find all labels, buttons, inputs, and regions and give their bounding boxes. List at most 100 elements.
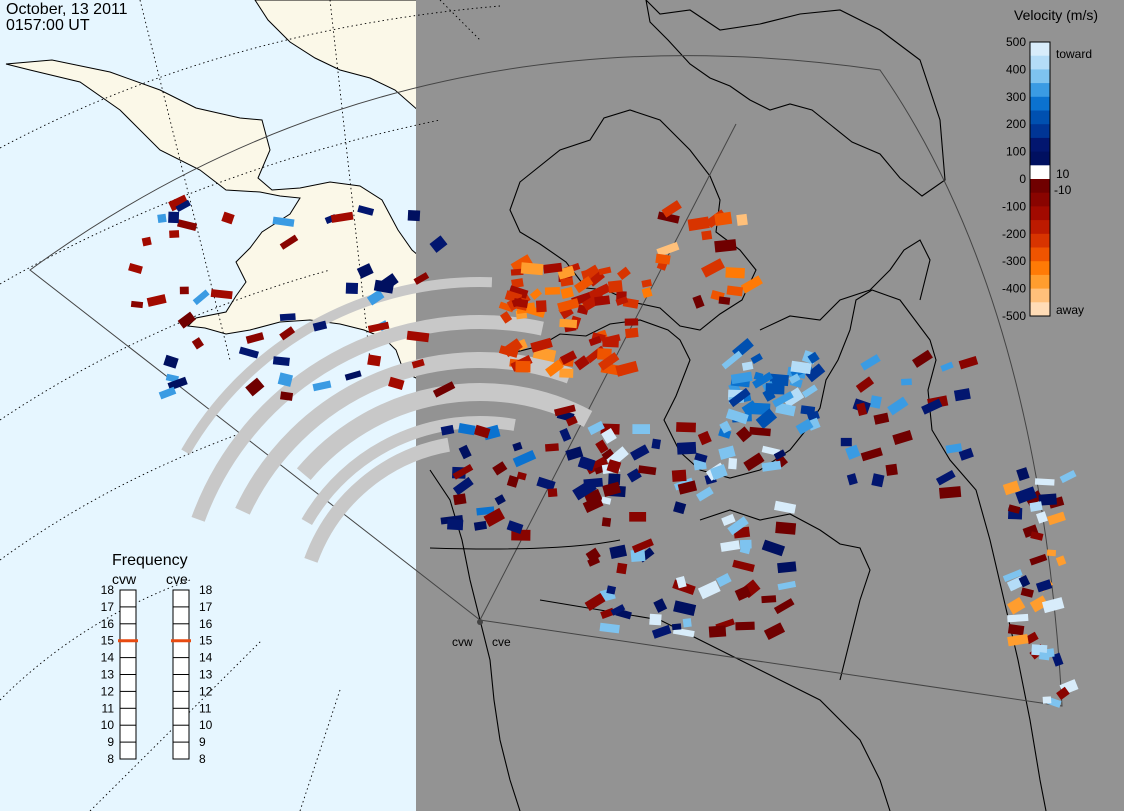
velocity-cell [740, 275, 763, 294]
velocity-cell [1038, 493, 1057, 506]
velocity-cell [869, 395, 882, 409]
velocity-cell [860, 447, 883, 462]
velocity-cell [344, 370, 362, 381]
velocity-cell [511, 278, 524, 289]
velocity-cell [887, 396, 909, 416]
velocity-cell [761, 460, 782, 472]
velocity-cell [958, 447, 974, 461]
velocity-cell [632, 424, 650, 434]
frequency-label-cvw: 9 [107, 735, 114, 749]
velocity-cell [727, 516, 749, 536]
velocity-cell [413, 272, 430, 285]
velocity-cell [1007, 624, 1025, 636]
colorbar-segment [1030, 165, 1050, 180]
velocity-cell [453, 493, 467, 506]
velocity-cell [805, 363, 826, 383]
ground-scatter-band [301, 415, 516, 526]
velocity-cell [692, 294, 705, 309]
velocity-cell [245, 377, 265, 397]
velocity-cell [447, 519, 464, 531]
velocity-cell [732, 559, 755, 573]
velocity-cell [641, 279, 653, 288]
velocity-cell [651, 438, 661, 450]
velocity-cell [595, 439, 609, 454]
velocity-cell [721, 513, 736, 527]
velocity-cell [598, 266, 612, 276]
frequency-label-cvw: 13 [101, 668, 115, 682]
velocity-cell [128, 263, 143, 274]
velocity-cell [177, 219, 198, 231]
frequency-panel: Frequency cvw cve 18 18 17 17 16 16 15 15 14 14 13… [101, 552, 213, 766]
frequency-label-cvw: 10 [101, 718, 115, 732]
velocity-cell [594, 295, 611, 306]
velocity-cell [581, 269, 593, 281]
velocity-cell [598, 352, 620, 371]
velocity-cell [1046, 511, 1066, 526]
colorbar-segment [1030, 247, 1050, 262]
velocity-cell [1029, 501, 1043, 512]
velocity-cell [277, 372, 294, 387]
velocity-cell [1042, 696, 1052, 704]
velocity-cell [529, 288, 542, 300]
velocity-cell [761, 445, 781, 456]
colorbar-segment [1030, 302, 1050, 317]
velocity-cell [574, 276, 594, 294]
colorbar-tick-label: 300 [1006, 90, 1026, 104]
velocity-cell [330, 211, 354, 223]
velocity-cell [774, 500, 797, 514]
velocity-cell [559, 318, 578, 329]
velocity-cell [763, 622, 786, 641]
velocity-cell [752, 371, 774, 389]
velocity-cell [661, 200, 682, 218]
velocity-cell [721, 350, 743, 370]
velocity-cell [657, 211, 680, 224]
velocity-cell [1055, 555, 1067, 567]
velocity-cell [777, 561, 797, 574]
velocity-cell [169, 230, 180, 238]
velocity-cell [773, 598, 795, 615]
velocity-cell [163, 354, 179, 369]
colorbar-tick-label: -100 [1002, 199, 1026, 213]
velocity-cell [697, 580, 721, 600]
velocity-cell [630, 444, 650, 461]
velocity-cell [560, 277, 574, 287]
velocity-cell [238, 346, 259, 359]
velocity-cell [625, 327, 639, 339]
velocity-cell [676, 575, 687, 589]
velocity-cell [279, 326, 296, 341]
velocity-cell [609, 544, 628, 559]
velocity-cell [512, 441, 523, 452]
colorbar-segment [1030, 55, 1050, 70]
velocity-cell [840, 437, 852, 447]
velocity-cell [673, 600, 697, 616]
velocity-cell [728, 458, 738, 470]
velocity-cell [958, 355, 979, 370]
velocity-cell [649, 613, 662, 626]
frequency-label-cve: 13 [199, 668, 213, 682]
velocity-cell [565, 415, 578, 427]
velocity-cell [440, 424, 455, 436]
velocity-cell [807, 351, 820, 364]
velocity-cell [559, 427, 572, 442]
colorbar-segment [1030, 96, 1050, 111]
velocity-cell [676, 422, 696, 433]
velocity-cell [777, 580, 797, 591]
velocity-cell [892, 430, 913, 446]
velocity-cell [921, 398, 943, 415]
colorbar-segment [1030, 220, 1050, 235]
velocity-cell [452, 463, 474, 480]
velocity-cell [653, 598, 668, 613]
velocity-cell [701, 230, 713, 241]
velocity-cell [673, 501, 687, 515]
velocity-cell [452, 476, 474, 496]
colorbar-segment [1030, 42, 1050, 57]
velocity-cell [719, 420, 732, 434]
velocity-cell [741, 361, 754, 371]
alaska-landmass [5, 59, 435, 381]
velocity-cell [373, 279, 395, 294]
velocity-cell [601, 448, 615, 462]
velocity-cell [557, 298, 580, 313]
velocity-cell [935, 469, 956, 486]
velocity-cell [599, 622, 620, 634]
velocity-cell [130, 300, 144, 309]
